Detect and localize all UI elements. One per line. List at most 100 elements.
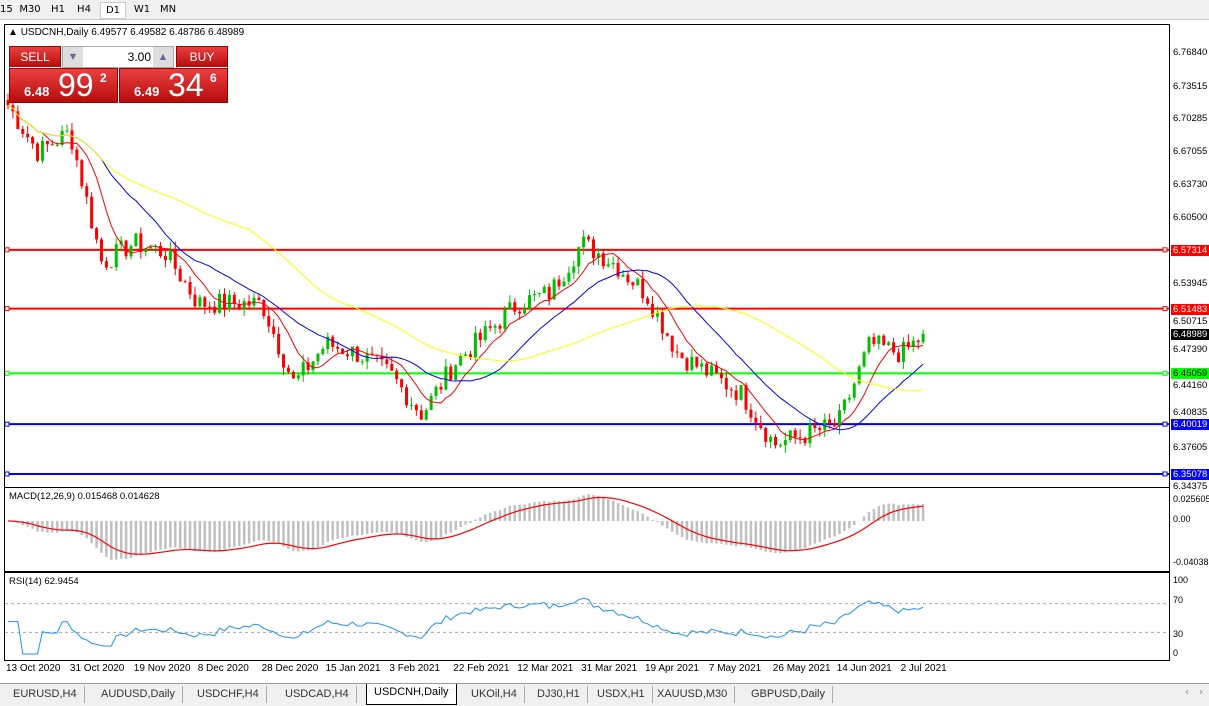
candle-body: [400, 379, 404, 388]
macd-signal-line: [7, 496, 924, 555]
candle-body: [769, 436, 773, 442]
candle-body: [655, 312, 659, 317]
candle-body: [660, 312, 664, 334]
rsi-panel[interactable]: RSI(14) 62.9454: [4, 572, 1170, 661]
level-handle[interactable]: [5, 370, 10, 376]
hline-price-tag: 6.35078: [1171, 468, 1209, 480]
chart-tab[interactable]: XAUUSD,M30: [650, 686, 736, 703]
level-handle[interactable]: [1162, 370, 1168, 376]
volume-input[interactable]: 3.00: [127, 50, 151, 64]
chart-symbol-info: ▲ USDCNH,Daily 6.49577 6.49582 6.48786 6…: [8, 27, 245, 38]
chart-tab[interactable]: USDCAD,H4: [278, 686, 357, 703]
date-axis-label: 19 Apr 2021: [645, 663, 699, 674]
date-axis-label: 31 Oct 2020: [69, 663, 125, 674]
candle-body: [493, 325, 497, 328]
candle-body: [734, 390, 738, 400]
date-axis-label: 13 Oct 2020: [6, 663, 61, 674]
candle-body: [316, 353, 320, 362]
chart-tab[interactable]: AUDUSD,Daily: [94, 686, 183, 703]
timeframe-H4[interactable]: H4: [77, 4, 91, 15]
timeframe-toolbar: 15 M30 H1 H4 D1 W1 MN: [0, 0, 1209, 20]
candle-body: [149, 247, 153, 249]
timeframe-M30[interactable]: M30: [19, 4, 41, 15]
candle-body: [685, 358, 689, 371]
candle-body: [360, 361, 364, 363]
candle-body: [282, 354, 286, 368]
buy-button[interactable]: BUY: [176, 46, 228, 68]
scroll-left-icon[interactable]: ‹: [1185, 687, 1189, 698]
candle-body: [577, 247, 581, 267]
sell-button[interactable]: SELL: [9, 46, 61, 68]
candle-body: [621, 274, 625, 277]
buy-price-sup: 6: [210, 71, 217, 85]
candle-body: [572, 266, 576, 273]
scroll-right-icon[interactable]: ›: [1199, 687, 1203, 698]
candle-body: [60, 130, 64, 145]
level-handle[interactable]: [1162, 471, 1168, 477]
price-chart-panel[interactable]: [4, 24, 1170, 488]
candle-body: [626, 274, 630, 283]
candle-body: [193, 294, 197, 307]
candle-body: [267, 316, 271, 327]
candle-body: [36, 143, 40, 161]
candle-body: [173, 249, 177, 269]
candle-body: [439, 386, 443, 390]
chart-tab[interactable]: GBPUSD,Daily: [744, 686, 833, 703]
level-handle[interactable]: [5, 471, 10, 477]
level-handle[interactable]: [5, 421, 10, 427]
candle-body: [646, 298, 650, 304]
candle-body: [897, 352, 901, 363]
candle-body: [591, 239, 595, 258]
timeframe-W1[interactable]: W1: [133, 4, 151, 15]
level-handle[interactable]: [1162, 421, 1168, 427]
candle-body: [847, 397, 851, 400]
hline-price-tag: 6.57314: [1171, 244, 1209, 256]
macd-panel[interactable]: MACD(12,26,9) 0.015468 0.014628: [4, 487, 1170, 572]
candle-body: [473, 332, 477, 358]
buy-price[interactable]: 6.49 34 6: [119, 67, 228, 103]
candle-body: [857, 366, 861, 384]
candle-body: [906, 342, 910, 348]
candle-body: [183, 281, 187, 283]
candle-body: [710, 365, 714, 376]
candle-body: [833, 423, 837, 427]
candle-body: [208, 306, 212, 308]
price-axis-label: 6.60500: [1173, 211, 1208, 223]
candle-body: [390, 363, 394, 371]
rsi-axis-label: 100: [1173, 575, 1189, 585]
timeframe-MN[interactable]: MN: [159, 4, 177, 15]
candle-body: [262, 299, 266, 317]
price-chart: [5, 93, 1169, 477]
volume-stepper[interactable]: ▼ 3.00 ▲: [62, 46, 174, 68]
date-axis-label: 31 Mar 2021: [581, 663, 638, 674]
current-price-tag: 6.48989: [1171, 328, 1209, 340]
candle-body: [99, 239, 103, 262]
chart-tab[interactable]: USDCHF,H4: [190, 686, 267, 703]
candle-body: [818, 428, 822, 431]
candle-body: [449, 366, 453, 380]
level-handle[interactable]: [5, 247, 10, 253]
timeframe-D1[interactable]: D1: [100, 2, 126, 19]
level-handle[interactable]: [1162, 247, 1168, 253]
candle-body: [719, 373, 723, 379]
macd-label: MACD(12,26,9) 0.015468 0.014628: [9, 491, 160, 502]
chart-tab[interactable]: UKOil,H4: [464, 686, 525, 703]
candle-body: [55, 144, 59, 146]
volume-down-button[interactable]: ▼: [63, 47, 83, 67]
candle-body: [301, 362, 305, 376]
level-handle[interactable]: [5, 306, 10, 312]
buy-price-prefix: 6.49: [134, 84, 160, 99]
candle-body: [85, 186, 89, 197]
chart-tab[interactable]: USDCNH,Daily: [366, 684, 457, 705]
moving-average-line: [7, 104, 924, 391]
chart-tab[interactable]: USDX,H1: [590, 686, 653, 703]
chart-tab[interactable]: DJ30,H1: [530, 686, 588, 703]
sell-price[interactable]: 6.48 99 2: [9, 67, 118, 103]
timeframe-H1[interactable]: H1: [51, 4, 65, 15]
candle-body: [80, 160, 84, 187]
timeframe-15[interactable]: 15: [0, 4, 13, 15]
level-handle[interactable]: [1162, 306, 1168, 312]
candle-body: [124, 240, 128, 257]
volume-up-button[interactable]: ▲: [153, 47, 173, 67]
chart-tab[interactable]: EURUSD,H4: [6, 686, 85, 703]
